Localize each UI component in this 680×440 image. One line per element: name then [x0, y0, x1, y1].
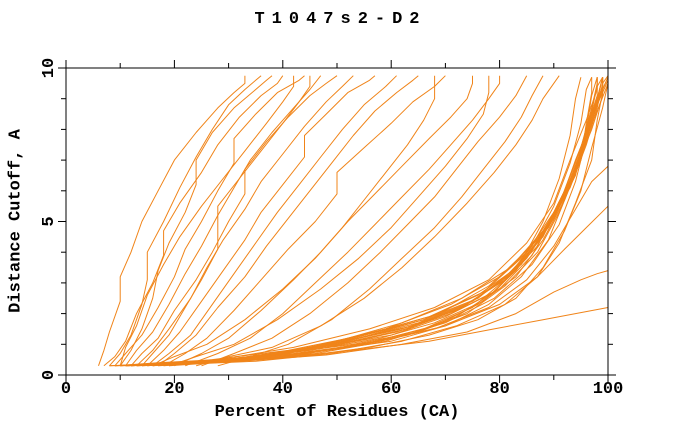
prediction-curve: [147, 77, 604, 367]
x-axis-label: Percent of Residues (CA): [214, 403, 460, 422]
prediction-curve: [163, 75, 446, 367]
prediction-curve: [125, 77, 604, 367]
x-tick-label: 60: [381, 380, 401, 399]
prediction-curve: [195, 75, 560, 367]
prediction-curve: [217, 75, 544, 367]
y-tick-label: 0: [40, 370, 59, 380]
prediction-curve: [146, 75, 376, 367]
prediction-curve: [130, 75, 338, 367]
x-tick-label: 40: [273, 380, 293, 399]
x-tick-label: 100: [593, 380, 624, 399]
prediction-curve: [119, 75, 295, 366]
prediction-curve: [119, 75, 273, 367]
prediction-curve: [109, 75, 262, 367]
prediction-curve: [174, 75, 473, 367]
prediction-curve: [98, 75, 246, 366]
prediction-curve: [157, 75, 419, 367]
prediction-curve: [201, 75, 528, 367]
plot-frame: [65, 67, 609, 376]
prediction-curve: [103, 75, 284, 367]
prediction-curve: [168, 75, 490, 367]
prediction-curve: [114, 75, 305, 367]
prediction-curve: [147, 77, 598, 367]
x-tick-label: 20: [164, 380, 184, 399]
prediction-curve: [152, 75, 436, 367]
x-tick-label: 80: [489, 380, 509, 399]
prediction-curve: [152, 75, 397, 367]
x-tick-label: 0: [61, 380, 71, 399]
prediction-curve: [114, 77, 598, 367]
prediction-curve: [125, 77, 604, 367]
prediction-curve: [168, 307, 609, 367]
y-tick-label: 10: [40, 58, 59, 78]
prediction-curve: [136, 83, 609, 367]
prediction-curve: [141, 75, 311, 367]
chart-title: T1047s2-D2: [254, 10, 427, 29]
prediction-curve: [163, 75, 609, 367]
prediction-curve: [130, 76, 604, 367]
prediction-curve: [136, 75, 354, 367]
prediction-curve: [130, 76, 609, 367]
prediction-curve: [141, 80, 609, 367]
y-tick-label: 5: [40, 216, 59, 226]
